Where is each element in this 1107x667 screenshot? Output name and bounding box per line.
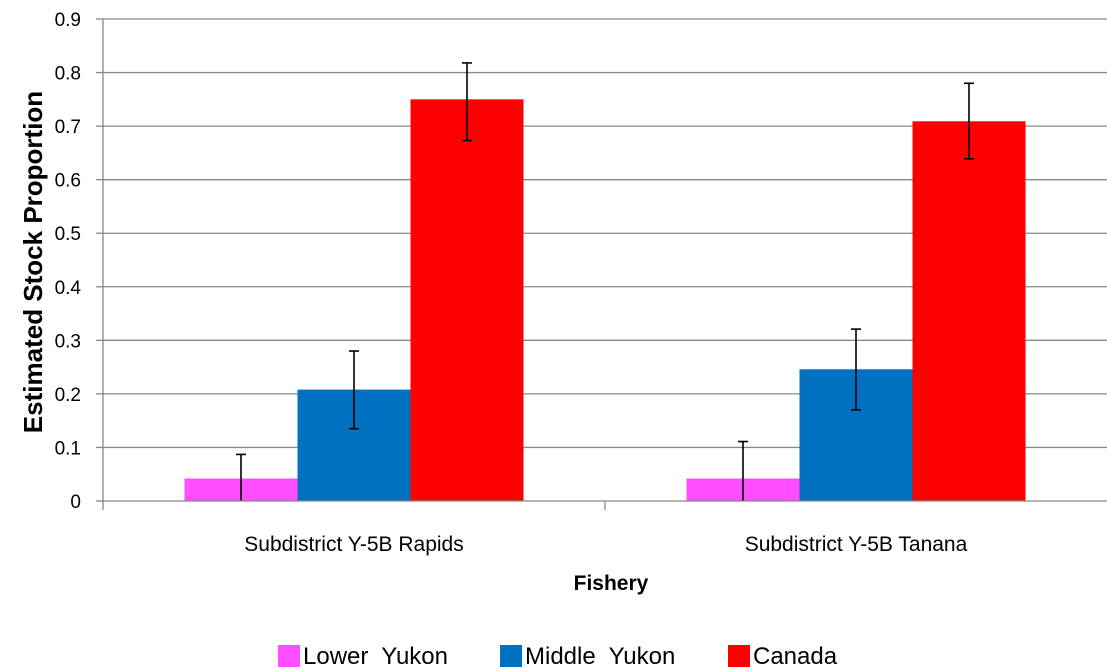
legend-label: Middle Yukon xyxy=(525,643,675,667)
legend-swatch xyxy=(728,645,750,667)
x-category-labels: Subdistrict Y-5B Rapids Subdistrict Y-5B … xyxy=(244,533,967,556)
bar xyxy=(410,99,524,501)
bar xyxy=(912,121,1026,502)
legend-swatch xyxy=(278,645,300,667)
y-tick-labels: 0 0.1 0.2 0.3 0.4 0.5 0.6 0.7 0.8 0.9 xyxy=(55,10,82,513)
axes xyxy=(96,18,1107,510)
y-tick-label: 0.5 xyxy=(55,224,81,245)
y-axis-title: Estimated Stock Proportion xyxy=(18,91,48,433)
error-bars xyxy=(236,62,974,501)
legend-label: Canada xyxy=(753,643,838,667)
y-tick-label: 0.9 xyxy=(55,10,81,31)
y-tick-label: 0.7 xyxy=(55,117,81,138)
x-axis-title: Fishery xyxy=(574,572,649,595)
legend: Lower Yukon Middle Yukon Canada xyxy=(278,643,838,667)
y-tick-label: 0.6 xyxy=(55,171,81,192)
y-tick-label: 0.1 xyxy=(55,438,81,459)
legend-swatch xyxy=(500,645,522,667)
y-tick-label: 0.4 xyxy=(55,278,82,299)
y-tick-label: 0.2 xyxy=(55,385,81,406)
y-tick-label: 0 xyxy=(70,492,81,513)
x-category-label: Subdistrict Y-5B Tanana xyxy=(745,533,968,556)
gridlines xyxy=(103,18,1107,449)
y-tick-label: 0.8 xyxy=(55,64,81,85)
legend-label: Lower Yukon xyxy=(303,643,448,667)
bars xyxy=(184,99,1026,502)
x-category-label: Subdistrict Y-5B Rapids xyxy=(244,533,463,556)
y-tick-label: 0.3 xyxy=(55,331,81,352)
